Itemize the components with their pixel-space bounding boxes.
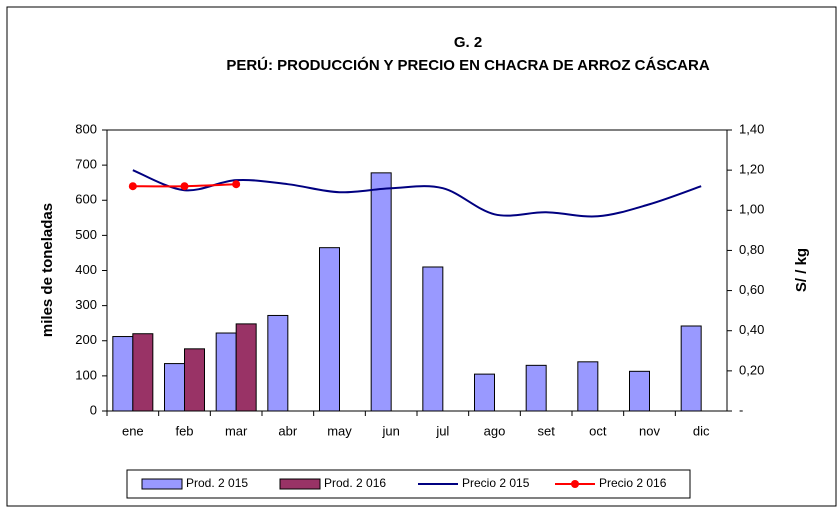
bar — [422, 266, 444, 412]
y2-axis-label: S/ / kg — [793, 248, 810, 292]
x-tick-label: ago — [484, 423, 506, 438]
y2-tick-label: 0,40 — [739, 322, 764, 337]
bar — [577, 361, 599, 412]
line — [132, 169, 702, 218]
x-tick-label: jun — [381, 423, 399, 438]
legend-label: Prod. 2 015 — [186, 476, 248, 490]
y-tick-label: 600 — [75, 192, 97, 207]
x-tick-label: abr — [278, 423, 297, 438]
y-tick-label: 100 — [75, 367, 97, 382]
bar — [680, 325, 702, 412]
y2-tick-label: 0,20 — [739, 362, 764, 377]
x-tick-label: oct — [589, 423, 607, 438]
y-tick-label: 200 — [75, 332, 97, 347]
y2-tick-label: 1,40 — [739, 121, 764, 136]
bar — [215, 332, 237, 412]
legend-swatch — [279, 478, 321, 490]
bar — [370, 172, 392, 412]
legend-marker — [571, 480, 579, 488]
y-tick-label: 400 — [75, 262, 97, 277]
x-tick-label: dic — [693, 423, 710, 438]
y-tick-label: 0 — [90, 402, 97, 417]
bar — [629, 370, 650, 412]
y-axis-label: miles de toneladas — [39, 203, 56, 337]
x-tick-label: ene — [122, 423, 144, 438]
y2-tick-label: - — [739, 402, 743, 417]
y2-tick-label: 0,80 — [739, 242, 764, 257]
marker — [180, 182, 189, 191]
x-tick-label: nov — [639, 423, 660, 438]
legend-box — [126, 469, 691, 499]
bar — [319, 247, 340, 412]
y2-tick-label: 0,60 — [739, 282, 764, 297]
bar — [235, 323, 257, 412]
bar — [112, 336, 134, 412]
legend-label: Precio 2 015 — [462, 476, 530, 490]
marker — [128, 182, 137, 191]
frame — [6, 6, 837, 507]
x-tick-label: jul — [435, 423, 449, 438]
legend-label: Precio 2 016 — [599, 476, 667, 490]
marker — [232, 180, 241, 189]
y2-tick-label: 1,00 — [739, 202, 764, 217]
bar — [164, 363, 185, 412]
chart-subtitle: PERÚ: PRODUCCIÓN Y PRECIO EN CHACRA DE A… — [226, 56, 710, 74]
y2-tick-label: 1,20 — [739, 162, 764, 177]
y-tick-label: 500 — [75, 227, 97, 242]
x-tick-label: set — [537, 423, 555, 438]
legend-swatch — [141, 478, 183, 490]
bar — [525, 364, 547, 412]
y-tick-label: 700 — [75, 157, 97, 172]
x-tick-label: may — [327, 423, 352, 438]
bar — [132, 333, 154, 412]
y-tick-label: 800 — [75, 121, 97, 136]
legend-label: Prod. 2 016 — [324, 476, 386, 490]
bar — [474, 373, 495, 412]
y-tick-label: 300 — [75, 297, 97, 312]
bar — [267, 314, 289, 412]
chart-title: G. 2 — [454, 34, 482, 51]
x-tick-label: feb — [175, 423, 193, 438]
bar — [184, 348, 205, 412]
x-tick-label: mar — [225, 423, 248, 438]
